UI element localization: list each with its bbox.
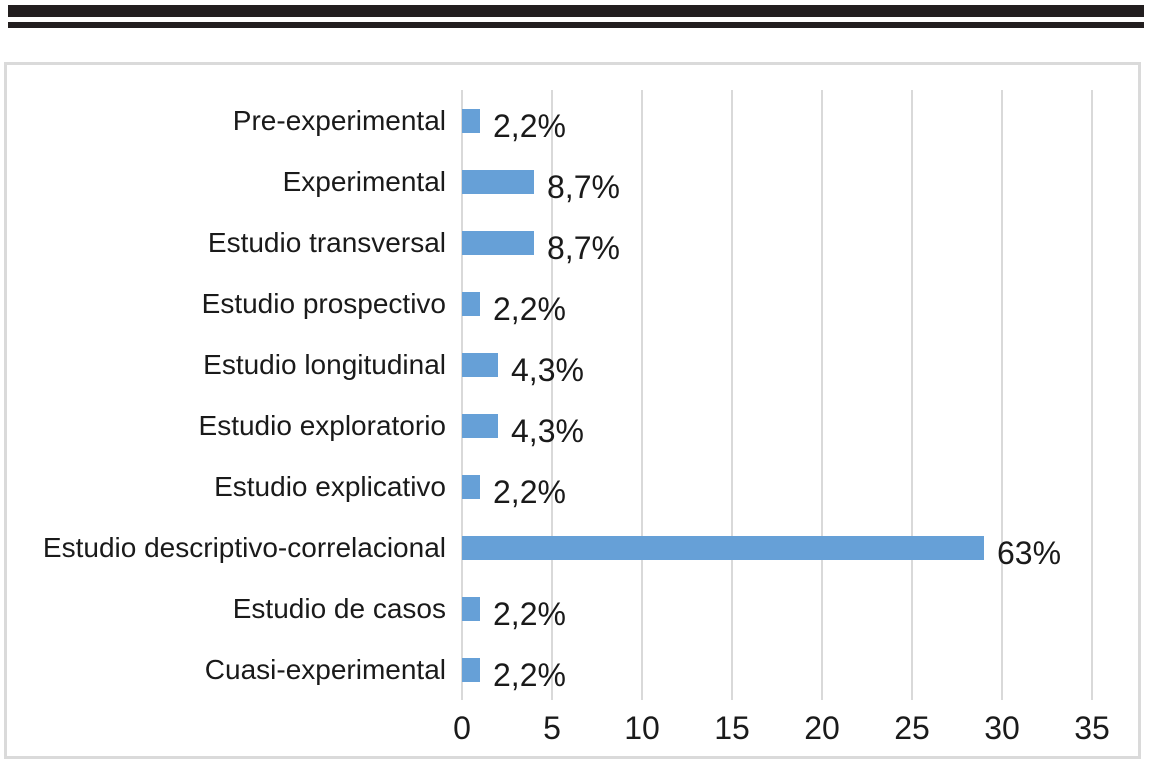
gridline (1091, 90, 1093, 700)
category-label: Estudio de casos (232, 592, 446, 624)
x-tick-label: 10 (624, 710, 660, 746)
category-label: Cuasi-experimental (204, 653, 446, 685)
category-label: Estudio prospectivo (201, 287, 446, 319)
bar-value-label: 2,2% (493, 596, 566, 632)
category-label: Estudio explicativo (214, 470, 446, 502)
bar (462, 414, 498, 438)
top-border-thick (8, 5, 1144, 17)
chart-frame (4, 62, 1141, 759)
x-tick-label: 0 (453, 710, 471, 746)
gridline (461, 90, 463, 700)
x-tick-label: 5 (543, 710, 561, 746)
gridline (821, 90, 823, 700)
top-border-thin (8, 22, 1144, 28)
bar-value-label: 8,7% (547, 169, 620, 205)
bar (462, 658, 480, 682)
x-tick-label: 25 (894, 710, 930, 746)
gridline (641, 90, 643, 700)
x-tick-label: 35 (1074, 710, 1110, 746)
bar (462, 475, 480, 499)
category-label: Estudio longitudinal (203, 348, 446, 380)
bar-value-label: 2,2% (493, 474, 566, 510)
bar-value-label: 2,2% (493, 657, 566, 693)
bar (462, 292, 480, 316)
bar-value-label: 4,3% (511, 413, 584, 449)
x-tick-label: 15 (714, 710, 750, 746)
gridline (551, 90, 553, 700)
bar-value-label: 63% (997, 535, 1062, 571)
bar (462, 231, 534, 255)
x-tick-label: 30 (984, 710, 1020, 746)
bar (462, 536, 984, 560)
gridline (731, 90, 733, 700)
bar (462, 170, 534, 194)
gridline (1001, 90, 1003, 700)
gridline (911, 90, 913, 700)
plot-area: 2,2% 8,7% 8,7% 2,2% 4,3% 4,3% 2,2% 63% 2,2% 2,2% (461, 90, 1093, 700)
bar-value-label: 2,2% (493, 291, 566, 327)
bar (462, 109, 480, 133)
category-label: Estudio exploratorio (198, 409, 446, 441)
category-label: Experimental (282, 165, 446, 197)
x-tick-label: 20 (804, 710, 840, 746)
bar-value-label: 2,2% (493, 108, 566, 144)
category-label: Pre-experimental (232, 104, 446, 136)
bar-value-label: 8,7% (547, 230, 620, 266)
bar (462, 597, 480, 621)
category-label: Estudio descriptivo-correlacional (42, 531, 446, 563)
bar (462, 353, 498, 377)
bar-value-label: 4,3% (511, 352, 584, 388)
category-label: Estudio transversal (207, 226, 446, 258)
